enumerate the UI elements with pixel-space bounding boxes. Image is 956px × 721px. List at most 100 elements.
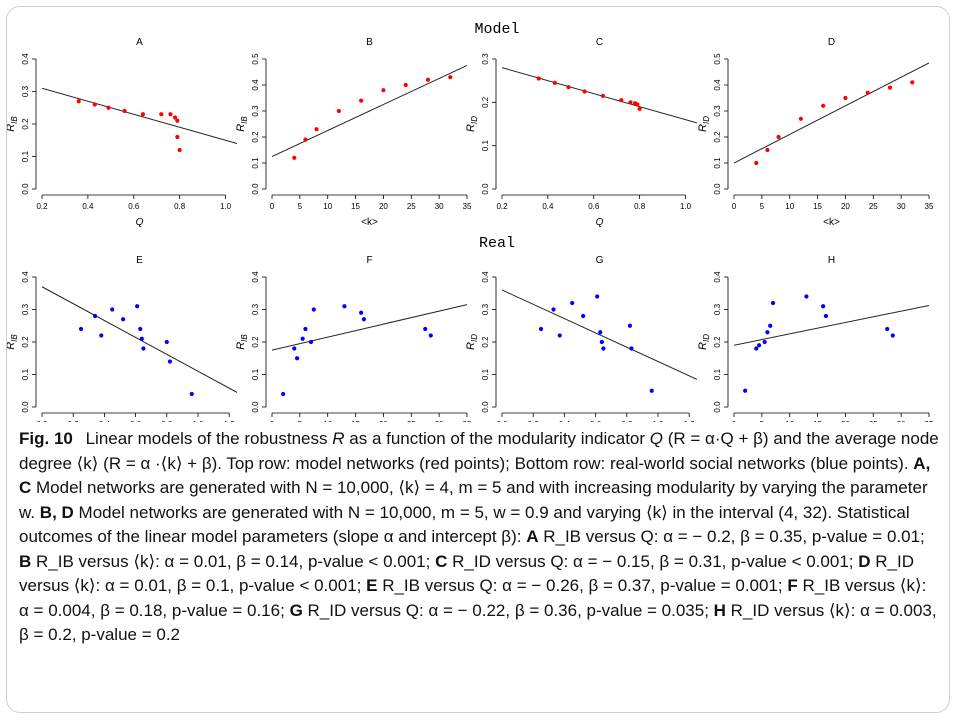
- caption-stat-h: R_ID versus ⟨k⟩: α = 0.003, β = 0.2, p-v…: [19, 600, 937, 645]
- x-tick-label: 0.8: [161, 420, 173, 422]
- caption-text-3: and the average node degree ⟨k⟩: [19, 429, 939, 473]
- y-axis-label: RID: [697, 334, 711, 350]
- x-tick-label: 35: [925, 202, 934, 211]
- y-tick-label: 0.3: [481, 303, 490, 315]
- y-tick-label: 0.3: [251, 105, 260, 117]
- y-tick-label: 0.0: [713, 183, 722, 195]
- data-point: [303, 137, 308, 142]
- x-tick-label: 1.2: [684, 420, 696, 422]
- x-tick-label: 10: [323, 202, 332, 211]
- x-tick-label: 35: [925, 420, 934, 422]
- x-tick-label: 0.6: [588, 202, 600, 211]
- data-point: [135, 304, 140, 309]
- x-tick-label: 5: [298, 202, 303, 211]
- x-tick-label: 0.4: [82, 202, 94, 211]
- x-tick-label: 0.4: [99, 420, 111, 422]
- x-tick-label: 15: [351, 202, 360, 211]
- data-point: [159, 112, 164, 117]
- caption-text-2: as a function of the modularity indicato…: [349, 429, 646, 448]
- data-point: [551, 307, 556, 312]
- y-tick-label: 0.1: [251, 157, 260, 169]
- caption-var-q: Q: [649, 429, 664, 448]
- y-tick-label: 0.0: [713, 401, 722, 413]
- y-tick-label: 0.3: [21, 303, 30, 315]
- y-tick-label: 0.2: [251, 131, 260, 143]
- x-axis-label: Q: [596, 217, 604, 228]
- y-tick-label: 0.1: [21, 368, 30, 380]
- regression-line: [734, 304, 929, 346]
- data-point: [175, 134, 180, 140]
- data-point: [294, 356, 300, 361]
- x-tick-label: 0: [270, 202, 275, 211]
- data-point: [885, 326, 890, 332]
- data-point: [311, 307, 316, 312]
- data-point: [557, 333, 562, 338]
- data-point: [403, 82, 408, 88]
- data-point: [139, 336, 144, 341]
- x-tick-label: 1.0: [220, 202, 232, 211]
- data-point: [627, 323, 633, 328]
- y-tick-label: 0.1: [713, 368, 722, 380]
- y-tick-label: 0.4: [251, 79, 260, 91]
- caption-stat-f: R_IB versus ⟨k⟩: α = 0.004, β = 0.18, p-…: [19, 576, 927, 620]
- x-tick-label: 0.6: [590, 420, 602, 422]
- regression-line: [272, 65, 467, 157]
- caption-label-ac: A, C: [19, 453, 931, 498]
- data-point: [164, 339, 169, 345]
- caption-label-f: F: [787, 576, 798, 595]
- figure-label: Fig. 10: [19, 429, 73, 448]
- data-point: [582, 89, 587, 94]
- data-point: [423, 326, 428, 332]
- x-tick-label: 0.2: [496, 202, 508, 211]
- data-point: [776, 134, 781, 140]
- y-tick-label: 0.0: [481, 183, 490, 195]
- data-point: [754, 346, 759, 351]
- data-point: [106, 105, 111, 110]
- x-axis-label: <k>: [361, 217, 378, 228]
- y-tick-label: 0.0: [481, 401, 490, 413]
- caption-var-r: R: [332, 429, 345, 448]
- data-point: [314, 127, 319, 132]
- data-point: [92, 102, 97, 107]
- data-point: [342, 304, 347, 309]
- row-title-model: Model: [474, 21, 519, 38]
- caption-label-h: H: [713, 600, 726, 620]
- y-tick-label: 0.2: [713, 131, 722, 143]
- x-tick-label: 20: [841, 202, 850, 211]
- y-tick-label: 0.4: [713, 79, 722, 91]
- x-tick-label: 1.0: [680, 202, 692, 211]
- panel-c: C 0.2 0.4 0.6 0.8 1.0 Q 0.0 0.1 0.2 0.3 RID: [465, 37, 697, 228]
- caption-stat-e: R_IB versus Q: α = − 0.26, β = 0.37, p-v…: [382, 576, 783, 595]
- data-point: [308, 339, 314, 345]
- data-point: [595, 294, 600, 299]
- panel-title: D: [828, 37, 835, 48]
- x-tick-label: 0.6: [128, 202, 140, 211]
- data-point: [600, 93, 606, 98]
- y-tick-label: 0.2: [713, 336, 722, 348]
- x-tick-label: 25: [869, 202, 878, 211]
- x-tick-label: 25: [407, 202, 416, 211]
- x-tick-label: 20: [379, 420, 388, 422]
- panel-g: G0.00.20.40.60.81.01.2Q0.00.10.20.30.4RI…: [465, 255, 697, 422]
- data-point: [765, 147, 770, 153]
- x-tick-label: 30: [435, 202, 444, 211]
- panel-title: E: [136, 255, 143, 266]
- x-tick-label: 1.0: [192, 420, 204, 422]
- data-point: [566, 85, 571, 90]
- row-title-real: Real: [479, 235, 515, 252]
- data-point: [887, 85, 893, 90]
- x-tick-label: 0: [270, 420, 275, 422]
- y-tick-label: 0.2: [21, 336, 30, 348]
- panel-d: D 0 5 10 15 20 25 30 35 <k> 0.0 0.1 0.2 0.3 0.4 0.5 RID: [697, 37, 934, 228]
- data-point: [122, 108, 127, 114]
- data-point: [121, 317, 126, 322]
- data-point: [910, 80, 915, 85]
- data-point: [381, 88, 386, 93]
- data-point: [292, 155, 297, 160]
- y-tick-label: 0.1: [481, 140, 490, 152]
- y-tick-label: 0.3: [481, 53, 490, 65]
- x-tick-label: 30: [897, 202, 906, 211]
- data-point: [167, 359, 173, 364]
- caption-stat-a: R_IB versus Q: α = − 0.2, β = 0.35, p-va…: [543, 527, 925, 546]
- data-point: [598, 330, 603, 335]
